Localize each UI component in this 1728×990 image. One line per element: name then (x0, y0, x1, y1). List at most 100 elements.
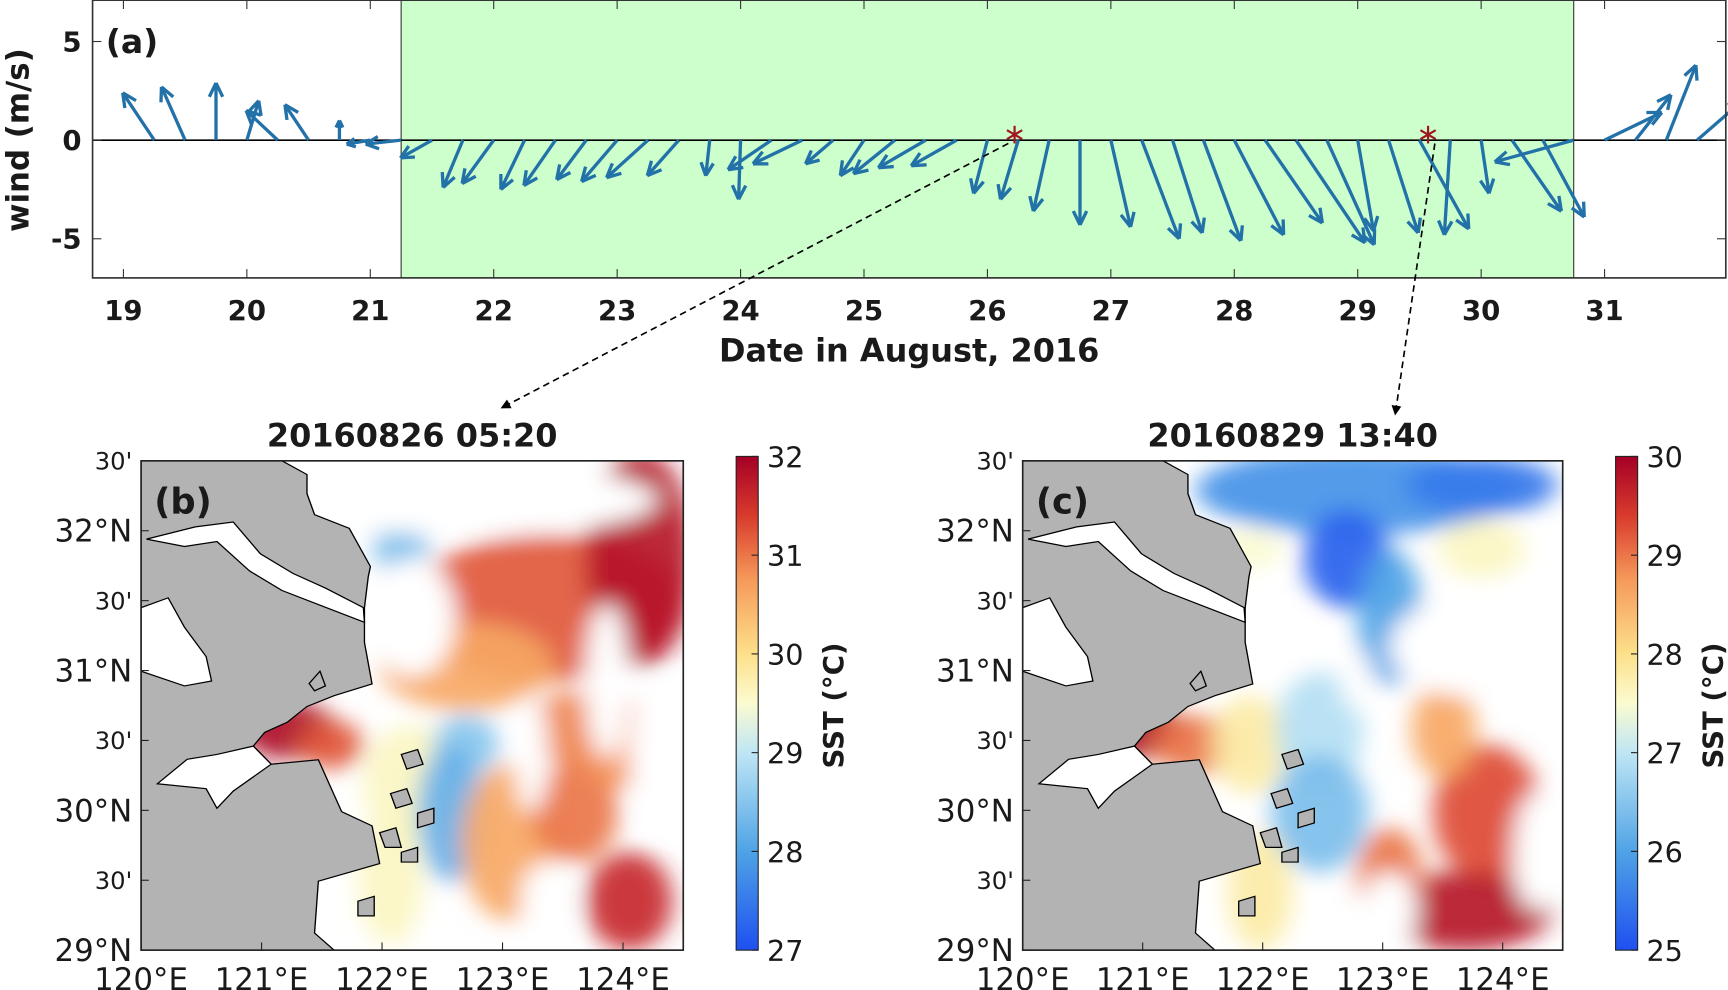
map-area (1022, 460, 1563, 951)
wind-vectors (121, 63, 1728, 246)
highlight-period (400, 0, 1575, 279)
colorbar-tick-label: 27 (1646, 737, 1682, 771)
wind-arrow (1478, 139, 1496, 195)
yangtze-estuary (1027, 521, 1246, 624)
lon-label: 124°E (576, 962, 670, 990)
colorbar-tick-label: 28 (1646, 638, 1682, 672)
wind-arrow (1386, 139, 1422, 234)
wind-arrow (244, 108, 279, 142)
sst-patch (585, 852, 673, 951)
lat-label: 31°N (54, 654, 132, 690)
colorbar (735, 455, 759, 951)
colorbar-tick-label: 30 (1646, 440, 1682, 474)
lon-label: 123°E (1336, 962, 1430, 990)
island (1270, 787, 1294, 810)
sst-patch (531, 764, 619, 863)
wind-arrow (1696, 102, 1728, 142)
colorbar-tick-label: 27 (767, 934, 803, 968)
wind-arrow (1170, 139, 1206, 234)
y-tick-label: 0 (62, 125, 81, 157)
sst-patch (1271, 754, 1369, 872)
lat-label: 30' (95, 586, 133, 615)
sst-patch (1379, 871, 1552, 951)
sst-patch (298, 720, 364, 770)
hangzhou-bay (1037, 745, 1154, 810)
lat-label: 29°N (54, 933, 132, 969)
cloud-gap (520, 862, 575, 941)
wind-arrow (522, 139, 557, 187)
wind-arrow (121, 91, 156, 142)
wind-arrow (499, 139, 527, 191)
lat-label: 30°N (936, 793, 1014, 829)
lat-label: 31°N (936, 654, 1014, 690)
wind-arrow (1634, 93, 1673, 142)
x-ticks: 19 20 21 22 23 24 25 26 27 28 29 30 31 (104, 0, 1624, 327)
wind-arrow (1028, 139, 1051, 213)
colorbar-tick-label: 26 (1646, 835, 1682, 869)
colorbar-tick-label: 29 (767, 737, 803, 771)
lat-label: 30' (976, 866, 1014, 895)
x-tick-label: 20 (228, 295, 266, 327)
cloud-gap (1265, 617, 1320, 677)
x-tick-label: 29 (1339, 295, 1377, 327)
panel-label-a: (a) (106, 22, 159, 61)
colorbar-label: SST (°C) (1697, 642, 1728, 768)
pointer-arrow-b (500, 142, 1009, 409)
wind-arrow (996, 139, 1020, 201)
y-tick-label: -5 (51, 224, 82, 256)
wind-arrow (399, 138, 433, 160)
lon-label: 122°E (335, 962, 429, 990)
map-area (141, 460, 684, 951)
wind-arrow (804, 138, 835, 166)
island (1281, 846, 1299, 863)
lon-label: 122°E (1216, 962, 1310, 990)
wind-arrow (555, 139, 588, 182)
cloud-gap (1362, 871, 1417, 951)
wind-arrow (334, 119, 345, 141)
sst-patch (1438, 519, 1525, 579)
x-tick-label: 25 (845, 295, 883, 327)
x-tick-label: 31 (1585, 295, 1623, 327)
land (1022, 460, 1262, 951)
map-frame (140, 460, 685, 951)
island (1238, 895, 1256, 917)
wind-arrow (1417, 139, 1471, 231)
cloud-gap (585, 602, 630, 760)
sst-patch (1433, 744, 1542, 882)
cloud-gap (1389, 597, 1542, 696)
wind-arrow (1140, 139, 1183, 240)
sst-patch (1411, 681, 1477, 779)
hangzhou-bay (155, 745, 273, 810)
wind-arrow (1510, 139, 1563, 213)
wind-arrow (1263, 139, 1324, 225)
wind-panel: 19 20 21 22 23 24 25 26 27 28 29 30 31 5 0 -5 (a) Date… (1, 0, 1728, 370)
x-tick-label: 27 (1092, 295, 1130, 327)
wind-arrow (159, 85, 187, 141)
wind-arrow (726, 138, 773, 172)
sst-map-c: (c) 20160829 13:40 120°E 121°E 122°E 123°E 124… (936, 417, 1728, 990)
colorbar-tick-label: 32 (767, 440, 803, 474)
land (141, 460, 381, 951)
lon-label: 120°E (976, 962, 1070, 990)
asterisk-marker (1419, 125, 1437, 144)
panel-label: (b) (154, 482, 211, 523)
wind-arrow (876, 138, 927, 170)
lat-label: 32°N (936, 514, 1014, 550)
wind-arrow (1201, 139, 1244, 242)
lat-label: 30' (95, 726, 133, 755)
wind-arrow (699, 139, 715, 177)
wind-arrow (283, 103, 310, 142)
x-tick-label: 26 (968, 295, 1006, 327)
panel-label: (c) (1036, 482, 1089, 523)
lake (141, 597, 213, 687)
cloud-gap (629, 681, 684, 828)
island (1297, 807, 1315, 829)
sst-field (1076, 460, 1558, 951)
wind-arrow (751, 138, 804, 166)
wind-arrow (1232, 139, 1286, 237)
cloud-gap (276, 465, 657, 535)
y-axis-label: wind (m/s) (1, 48, 37, 232)
sst-map-b: (b) 20160826 05:20 120°E 121°E 122°E 123°E 124… (54, 417, 850, 990)
lat-label: 32°N (54, 514, 132, 550)
